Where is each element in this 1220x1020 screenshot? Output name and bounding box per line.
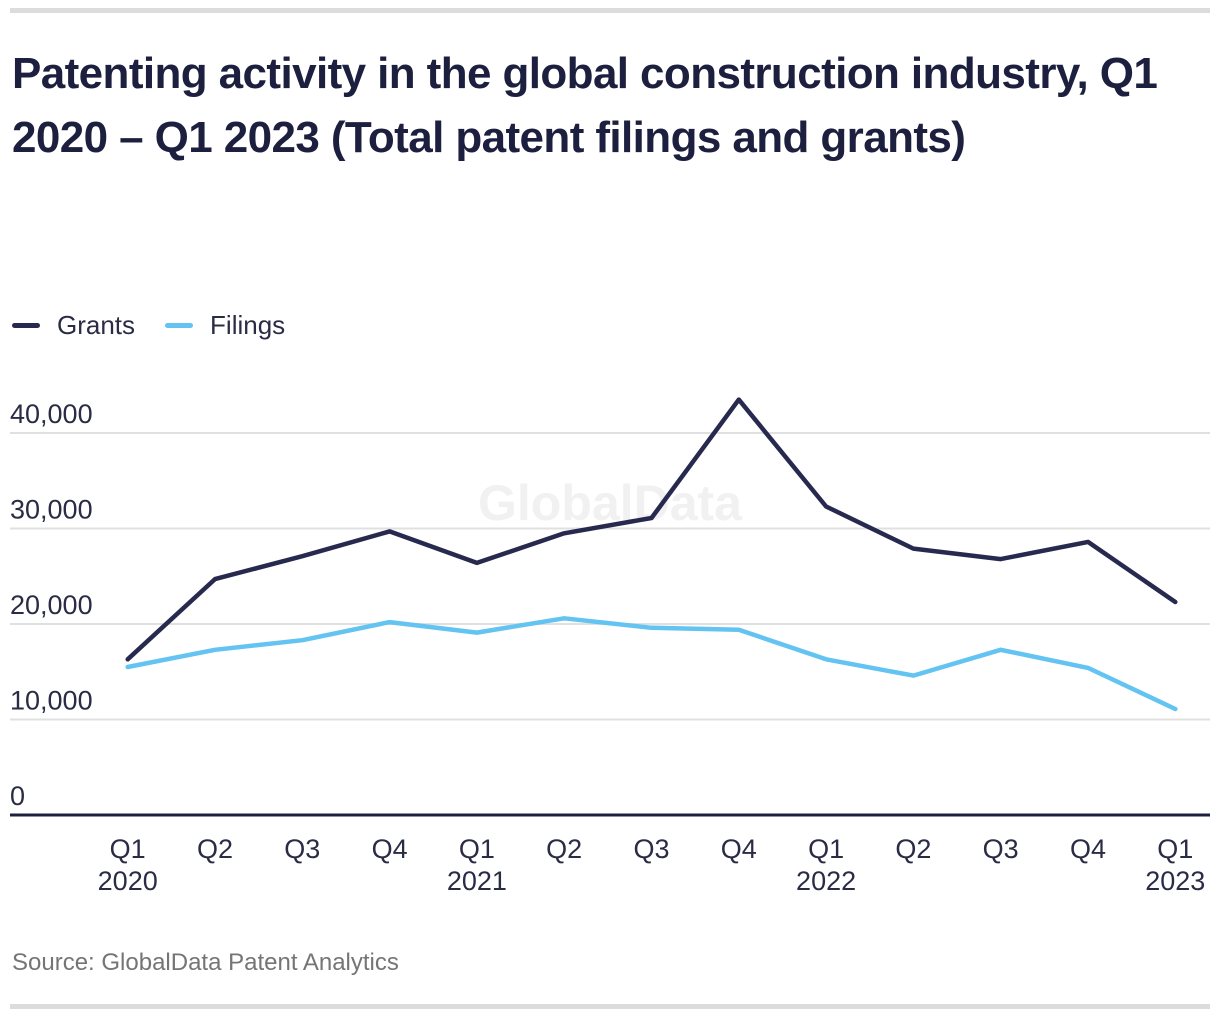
y-tick-label: 40,000 xyxy=(10,399,93,429)
x-tick-year: 2021 xyxy=(447,866,507,896)
x-tick-quarter: Q1 xyxy=(808,834,844,864)
x-tick-year: 2023 xyxy=(1145,866,1205,896)
legend-label-filings: Filings xyxy=(210,309,286,340)
x-tick-quarter: Q2 xyxy=(546,834,582,864)
x-tick-quarter: Q4 xyxy=(1070,834,1106,864)
series-line-grants xyxy=(125,397,1178,662)
legend-swatch-grants xyxy=(12,322,40,328)
x-tick-quarter: Q2 xyxy=(197,834,233,864)
x-tick-quarter: Q1 xyxy=(459,834,495,864)
x-tick-quarter: Q1 xyxy=(110,834,146,864)
legend-item-filings: Filings xyxy=(165,310,285,341)
y-tick-label: 10,000 xyxy=(10,686,93,716)
y-tick-label: 20,000 xyxy=(10,590,93,620)
legend-swatch-filings xyxy=(165,322,194,328)
x-tick-quarter: Q4 xyxy=(721,834,757,864)
x-tick-quarter: Q2 xyxy=(895,834,931,864)
y-tick-label: 30,000 xyxy=(10,495,93,525)
chart-title: Patenting activity in the global constru… xyxy=(12,49,1158,162)
y-tick-label: 0 xyxy=(10,781,25,811)
x-tick-year: 2022 xyxy=(796,866,856,896)
top-divider xyxy=(10,8,1210,13)
x-tick-quarter: Q4 xyxy=(372,834,408,864)
x-tick-quarter: Q3 xyxy=(983,834,1019,864)
x-tick-quarter: Q3 xyxy=(284,834,320,864)
series-line-filings xyxy=(125,616,1178,712)
legend-label-grants: Grants xyxy=(57,309,136,340)
legend-item-grants: Grants xyxy=(12,310,135,341)
watermark: GlobalData xyxy=(478,475,742,531)
source-note: Source: GlobalData Patent Analytics xyxy=(12,949,399,976)
legend: Grants Filings xyxy=(12,310,315,340)
bottom-divider xyxy=(10,1004,1210,1009)
x-tick-quarter: Q3 xyxy=(633,834,669,864)
x-tick-quarter: Q1 xyxy=(1157,834,1193,864)
x-tick-year: 2020 xyxy=(98,866,158,896)
